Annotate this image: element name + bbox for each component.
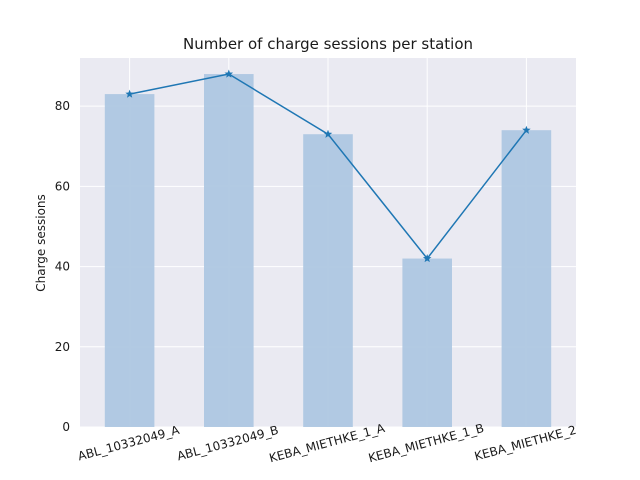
star-marker [323, 129, 333, 138]
bar [303, 134, 353, 427]
y-tick-label: 0 [62, 420, 70, 434]
x-tick-label: ABL_10332049_A [76, 423, 181, 464]
bars [104, 74, 552, 427]
x-tick-label: KEBA_MIETHKE_2 [473, 423, 578, 464]
y-axis-label: Charge sessions [34, 194, 48, 292]
bar [402, 258, 452, 427]
star-marker [422, 254, 432, 263]
y-tick-labels: 0 20 40 60 80 [55, 99, 70, 434]
bar [104, 94, 155, 427]
star-marker [522, 125, 531, 134]
y-tick-label: 80 [55, 99, 70, 113]
star-marker [125, 89, 134, 98]
bar [204, 74, 254, 427]
x-tick-label: KEBA_MIETHKE_1_B [367, 421, 486, 465]
chart-title: Number of charge sessions per station [183, 35, 473, 53]
bar [501, 130, 552, 427]
y-tick-label: 40 [55, 260, 70, 274]
y-tick-label: 60 [55, 179, 70, 193]
y-tick-label: 20 [55, 340, 70, 354]
star-marker [224, 69, 234, 78]
line-series [125, 69, 531, 263]
x-tick-label: ABL_10332049_B [176, 423, 281, 464]
